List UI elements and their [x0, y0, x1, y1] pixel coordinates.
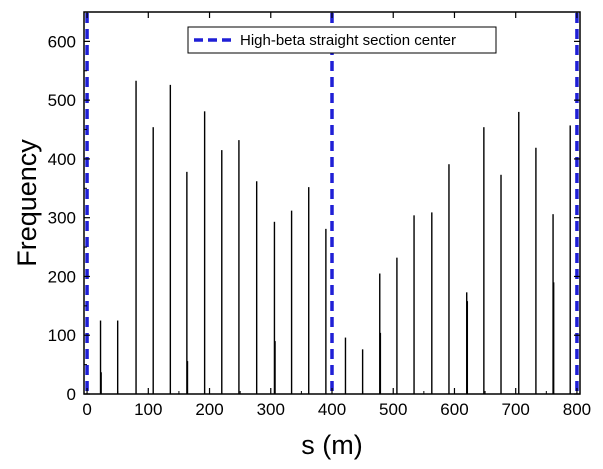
- legend-label: High-beta straight section center: [240, 32, 456, 49]
- bar: [325, 228, 327, 394]
- x-tick-label: 300: [257, 400, 285, 419]
- bar: [238, 140, 240, 394]
- legend: High-beta straight section center: [187, 26, 497, 54]
- bar: [379, 332, 382, 394]
- bar: [116, 320, 119, 394]
- bar: [483, 127, 485, 394]
- x-axis-ticks: 0 100 200 300 400 500 600 700 800: [82, 12, 591, 419]
- y-tick-label: 100: [48, 326, 76, 345]
- bar: [413, 215, 415, 394]
- bar: [99, 320, 102, 394]
- bar: [169, 84, 172, 395]
- bar: [448, 164, 450, 394]
- reference-lines-group: [85, 13, 579, 393]
- y-tick-label: 400: [48, 150, 76, 169]
- bar: [518, 111, 520, 394]
- x-axis-title: s (m): [301, 430, 362, 460]
- x-tick-label: 200: [195, 400, 223, 419]
- y-tick-label: 600: [48, 32, 76, 51]
- x-tick-label: 100: [134, 400, 162, 419]
- bar: [466, 301, 469, 394]
- x-tick-label: 0: [82, 400, 91, 419]
- bars-group: [99, 80, 571, 395]
- bar: [308, 187, 310, 394]
- bar: [273, 221, 276, 394]
- y-tick-label: 500: [48, 91, 76, 110]
- x-tick-label: 700: [502, 400, 530, 419]
- y-axis-title: Frequency: [12, 139, 42, 267]
- bar: [255, 181, 258, 394]
- bar: [290, 210, 293, 394]
- bar: [186, 171, 188, 394]
- bar: [569, 125, 571, 395]
- bar: [361, 349, 364, 394]
- bar: [203, 111, 206, 394]
- bar: [500, 174, 502, 394]
- bar: [274, 341, 276, 394]
- bar: [135, 80, 137, 394]
- bar: [100, 372, 102, 394]
- y-tick-label: 300: [48, 209, 76, 228]
- bar: [152, 127, 154, 394]
- bar: [344, 337, 347, 394]
- bar: [431, 212, 433, 394]
- y-axis-ticks: 0 100 200 300 400 500 600: [48, 32, 580, 404]
- y-tick-label: 200: [48, 267, 76, 286]
- bar: [186, 361, 189, 394]
- bar: [552, 282, 555, 394]
- x-tick-label: 600: [440, 400, 468, 419]
- x-tick-label: 400: [318, 400, 346, 419]
- bar: [396, 257, 398, 394]
- x-tick-label: 800: [563, 400, 591, 419]
- legend-box: [187, 26, 497, 54]
- x-tick-label: 500: [379, 400, 407, 419]
- y-tick-label: 0: [67, 385, 76, 404]
- bar: [535, 147, 537, 394]
- bar: [221, 150, 223, 394]
